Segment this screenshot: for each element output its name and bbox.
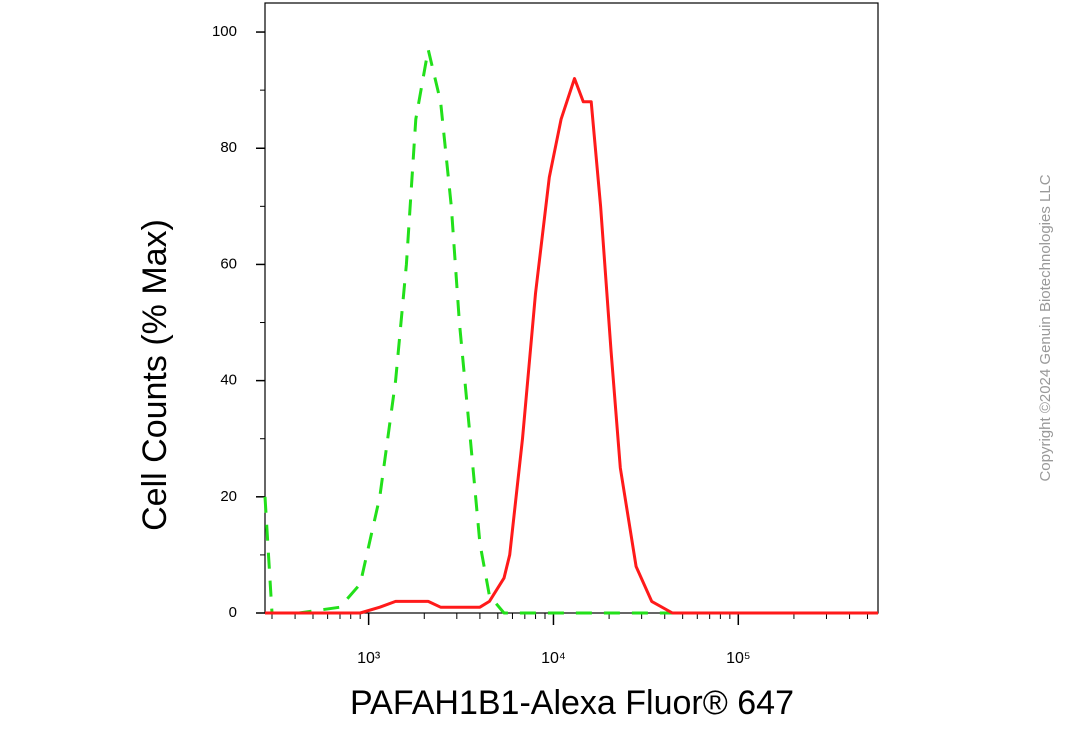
y-tick-label: 20 xyxy=(220,488,237,505)
plot-frame xyxy=(264,2,879,614)
series-line xyxy=(265,77,878,615)
y-tick-label: 60 xyxy=(220,255,237,272)
watermark: Copyright ©2024 Genuin Biotechnologies L… xyxy=(1037,174,1054,481)
y-tick-label: 0 xyxy=(229,604,237,621)
x-tick-label: 10⁴ xyxy=(541,650,566,667)
y-axis-title: Cell Counts (% Max) xyxy=(136,219,174,531)
y-tick-label: 40 xyxy=(220,372,237,389)
x-axis-title: PAFAH1B1-Alexa Fluor® 647 xyxy=(350,684,794,722)
x-tick-label: 10⁵ xyxy=(726,650,750,667)
x-tick-label: 10³ xyxy=(357,650,381,667)
series-line xyxy=(263,48,878,615)
y-tick-label: 80 xyxy=(220,139,237,156)
y-tick-label: 100 xyxy=(212,23,237,40)
